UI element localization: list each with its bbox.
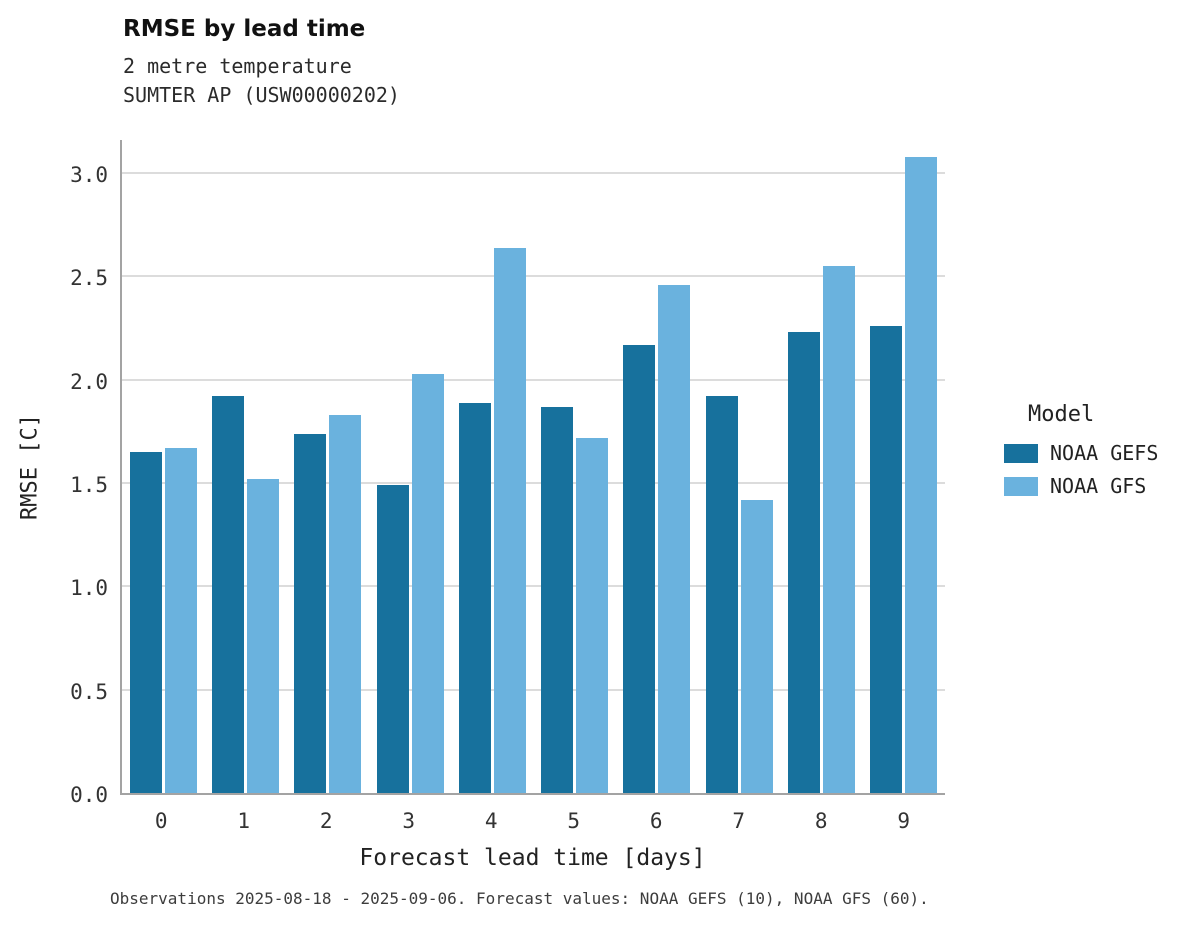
bar-noaa-gfs-day-3 <box>411 373 444 793</box>
bar-noaa-gefs-day-7 <box>705 396 738 793</box>
bar-noaa-gfs-day-6 <box>658 284 691 793</box>
legend-title: Model <box>1028 402 1095 427</box>
y-tick-label-3.0: 3.0 <box>70 163 108 188</box>
legend-item-noaa-gfs: NOAA GFS <box>1004 474 1158 498</box>
bar-noaa-gefs-day-0 <box>129 452 162 793</box>
bar-group-day-4 <box>458 247 526 793</box>
x-tick-label-6: 6 <box>649 809 663 833</box>
bar-noaa-gfs-day-4 <box>493 247 526 793</box>
gridline-y-2.0 <box>122 378 945 381</box>
y-tick-label-0.0: 0.0 <box>70 783 108 807</box>
bar-group-day-2 <box>294 414 362 793</box>
chart-subtitle-station: SUMTER AP (USW00000202) <box>123 83 400 107</box>
chart-subtitle-variable: 2 metre temperature <box>123 54 352 78</box>
bar-noaa-gfs-day-9 <box>905 156 938 793</box>
bar-noaa-gefs-day-8 <box>788 332 821 793</box>
x-tick-label-5: 5 <box>567 809 581 833</box>
bar-noaa-gfs-day-2 <box>329 414 362 793</box>
x-tick-label-4: 4 <box>484 809 498 833</box>
y-tick-label-1.5: 1.5 <box>70 473 108 498</box>
chart-title: RMSE by lead time <box>123 16 366 42</box>
bar-group-day-1 <box>211 396 279 793</box>
bar-group-day-6 <box>623 284 691 793</box>
legend-items: NOAA GEFS NOAA GFS <box>1004 441 1158 498</box>
gridline-y-1.0 <box>122 585 945 588</box>
bar-noaa-gefs-day-6 <box>623 344 656 793</box>
legend-label-noaa-gfs: NOAA GFS <box>1050 474 1147 498</box>
bar-noaa-gfs-day-0 <box>164 447 197 793</box>
x-tick-label-9: 9 <box>897 809 911 833</box>
bar-group-day-9 <box>870 156 938 793</box>
bar-noaa-gefs-day-1 <box>211 396 244 793</box>
y-tick-label-2.0: 2.0 <box>70 369 108 394</box>
bar-group-day-5 <box>541 406 609 793</box>
x-tick-label-2: 2 <box>319 809 333 833</box>
bar-noaa-gefs-day-2 <box>294 433 327 793</box>
x-axis-title: Forecast lead time [days] <box>359 845 706 871</box>
gridline-layer <box>122 140 945 793</box>
bar-noaa-gfs-day-7 <box>740 499 773 793</box>
caption: Observations 2025-08-18 - 2025-09-06. Fo… <box>110 889 929 908</box>
x-tick-label-1: 1 <box>237 809 251 833</box>
x-tick-label-0: 0 <box>154 809 168 833</box>
y-tick-label-1.0: 1.0 <box>70 576 108 601</box>
x-tick-label-3: 3 <box>402 809 416 833</box>
gridline-y-3.0 <box>122 172 945 175</box>
gridline-y-1.5 <box>122 482 945 485</box>
x-tick-label-7: 7 <box>732 809 746 833</box>
legend-swatch-noaa-gefs <box>1004 443 1038 463</box>
bar-noaa-gefs-day-5 <box>541 406 574 793</box>
legend: Model NOAA GEFS NOAA GFS <box>1004 402 1158 507</box>
y-tick-label-2.5: 2.5 <box>70 266 108 291</box>
legend-swatch-noaa-gfs <box>1004 476 1038 496</box>
chart-header: RMSE by lead time 2 metre temperature SU… <box>123 16 400 110</box>
gridline-y-2.5 <box>122 275 945 278</box>
bar-noaa-gfs-day-5 <box>576 437 609 793</box>
gridline-y-0.5 <box>122 688 945 691</box>
legend-label-noaa-gefs: NOAA GEFS <box>1050 441 1159 465</box>
bar-group-day-8 <box>788 266 856 793</box>
bar-noaa-gfs-day-8 <box>823 266 856 793</box>
x-tick-label-8: 8 <box>814 809 828 833</box>
x-axis-tick-labels: 0 1 2 3 4 5 6 7 8 9 <box>120 806 945 836</box>
y-axis-tick-labels: 0.0 0.5 1.0 1.5 2.0 2.5 3.0 <box>0 140 108 807</box>
bar-group-day-3 <box>376 373 444 793</box>
bar-group-day-7 <box>705 396 773 793</box>
y-tick-label-0.5: 0.5 <box>70 679 108 704</box>
legend-item-noaa-gefs: NOAA GEFS <box>1004 441 1158 465</box>
bar-noaa-gefs-day-3 <box>376 485 409 793</box>
bar-layer <box>122 140 945 793</box>
bar-noaa-gefs-day-9 <box>870 326 903 793</box>
bar-group-day-0 <box>129 447 197 793</box>
plot-area <box>120 140 945 795</box>
bar-noaa-gfs-day-1 <box>246 478 279 793</box>
bar-noaa-gefs-day-4 <box>458 402 491 793</box>
